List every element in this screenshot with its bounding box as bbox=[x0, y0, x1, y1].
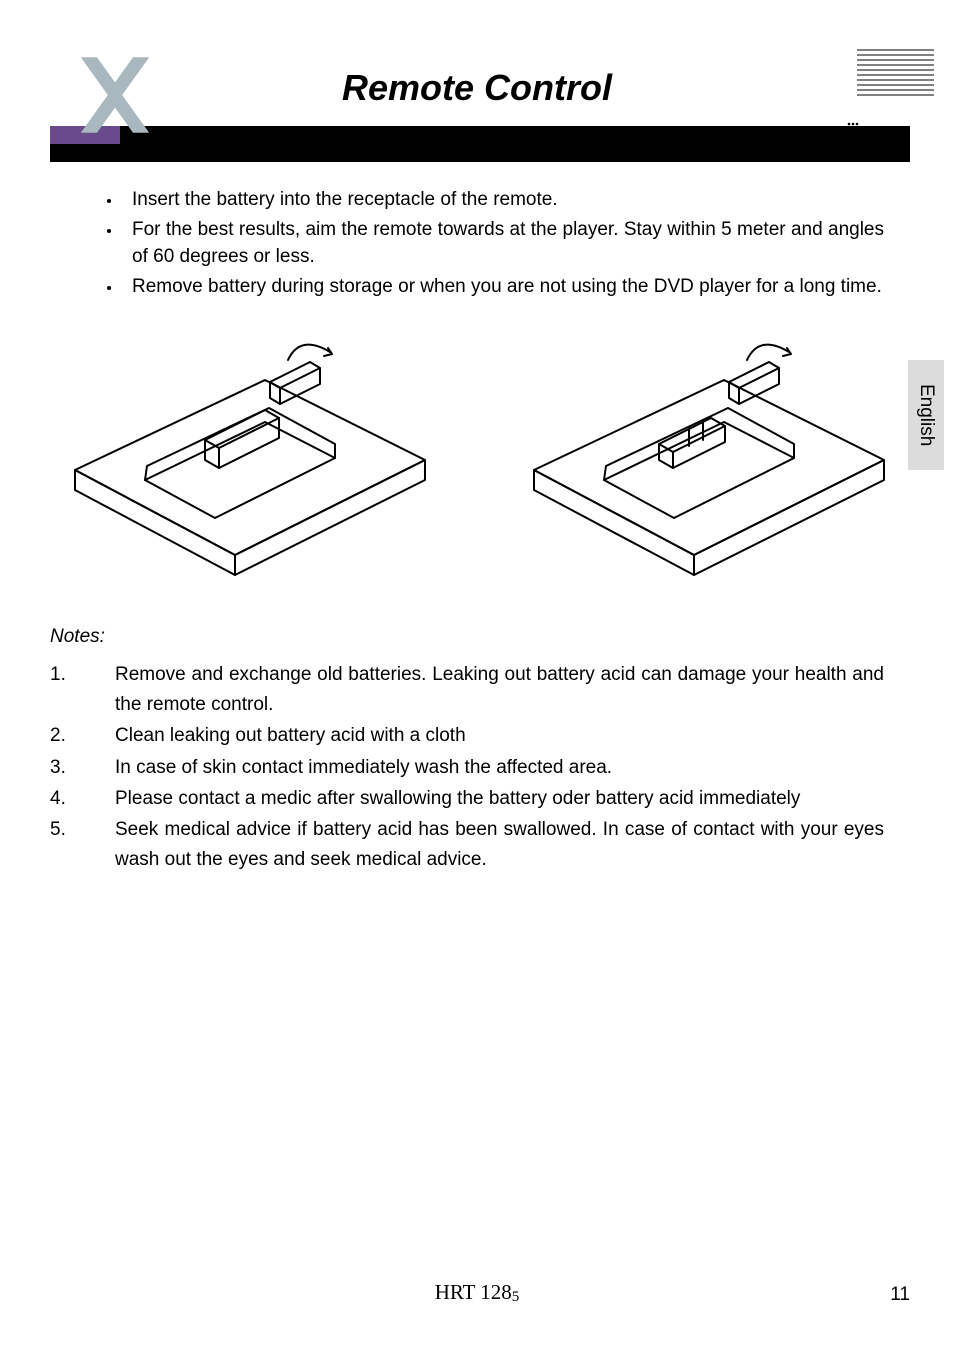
note-item: 3. In case of skin contact immediately w… bbox=[50, 753, 884, 782]
note-item: 5. Seek medical advice if battery acid h… bbox=[50, 815, 884, 874]
note-text: Remove and exchange old batteries. Leaki… bbox=[115, 660, 884, 719]
note-text: Please contact a medic after swallowing … bbox=[115, 784, 884, 813]
bullet-item: Remove battery during storage or when yo… bbox=[122, 273, 884, 301]
note-number: 4. bbox=[50, 784, 115, 813]
page-edge-decoration-icon bbox=[839, 20, 934, 140]
note-text: Seek medical advice if battery acid has … bbox=[115, 815, 884, 874]
banner-black bbox=[50, 126, 910, 162]
note-number: 5. bbox=[50, 815, 115, 874]
logo-x-icon bbox=[70, 50, 160, 140]
remote-illustration-2-icon bbox=[514, 340, 899, 590]
footer-model: HRT 1285 bbox=[435, 1280, 520, 1306]
footer: HRT 1285 bbox=[0, 1280, 954, 1306]
footer-model-sub: 5 bbox=[512, 1289, 520, 1305]
note-text: In case of skin contact immediately wash… bbox=[115, 753, 884, 782]
note-item: 4. Please contact a medic after swallowi… bbox=[50, 784, 884, 813]
remote-illustration-1-icon bbox=[55, 340, 440, 590]
note-number: 1. bbox=[50, 660, 115, 719]
page: Remote Control Insert the battery into t bbox=[0, 0, 954, 1352]
notes-heading: Notes: bbox=[50, 626, 904, 648]
page-number: 11 bbox=[890, 1284, 910, 1306]
page-title: Remote Control bbox=[50, 60, 904, 116]
title-banner bbox=[50, 126, 904, 162]
instruction-bullets: Insert the battery into the receptacle o… bbox=[50, 186, 904, 300]
footer-model-main: 128 bbox=[480, 1280, 512, 1304]
bullet-item: Insert the battery into the receptacle o… bbox=[122, 186, 884, 214]
note-item: 1. Remove and exchange old batteries. Le… bbox=[50, 660, 884, 719]
footer-model-prefix: HRT bbox=[435, 1280, 481, 1304]
header: Remote Control bbox=[50, 60, 904, 116]
bullet-item: For the best results, aim the remote tow… bbox=[122, 216, 884, 271]
note-number: 2. bbox=[50, 721, 115, 750]
note-number: 3. bbox=[50, 753, 115, 782]
language-tab-label: English bbox=[915, 384, 937, 446]
note-item: 2. Clean leaking out battery acid with a… bbox=[50, 721, 884, 750]
notes-list: 1. Remove and exchange old batteries. Le… bbox=[50, 660, 904, 874]
language-tab: English bbox=[908, 360, 944, 470]
illustrations-row bbox=[50, 340, 904, 590]
note-text: Clean leaking out battery acid with a cl… bbox=[115, 721, 884, 750]
